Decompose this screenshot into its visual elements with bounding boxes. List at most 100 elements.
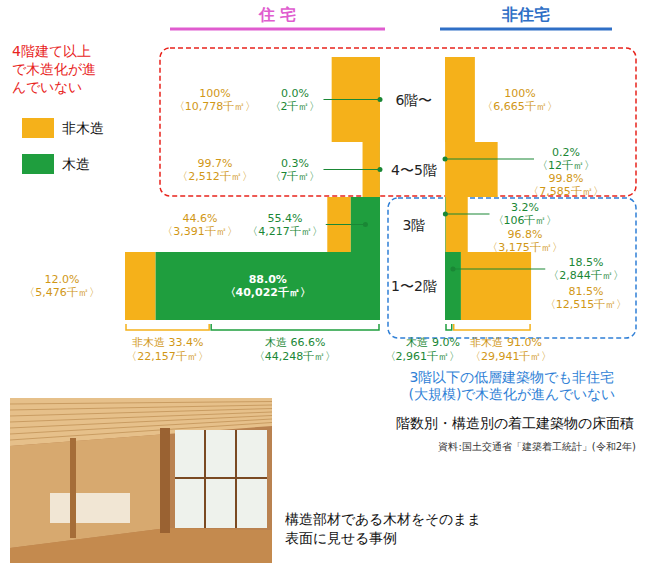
total-name: 木造: [265, 336, 287, 349]
data-label-text: 〈7千㎡〉: [270, 170, 321, 183]
leader-line: [445, 213, 489, 214]
data-label-text: 〈4,217千㎡〉: [247, 225, 323, 238]
data-label-text: 0.3%: [281, 157, 309, 170]
totals: 非木造33.4%〈22,157千㎡〉木造66.6%〈44,248千㎡〉木造9.0…: [126, 324, 553, 363]
photo-part: [175, 430, 267, 528]
data-label-text: 12.0%: [45, 273, 80, 286]
data-label: 3.2%〈106千㎡〉: [493, 201, 558, 227]
legend-swatch: [22, 118, 54, 138]
total-bracket: [211, 324, 379, 330]
total-area: 〈22,157千㎡〉: [126, 350, 209, 363]
data-label-text: 〈5,476千㎡〉: [24, 286, 100, 299]
total-name: 木造: [406, 336, 428, 349]
data-label-text: 〈40,022千㎡〉: [225, 286, 311, 299]
data-label-text: 〈3,175千㎡〉: [487, 241, 563, 254]
leader-line: [324, 169, 380, 170]
annotation-text: 3階以下の低層建築物でも非住宅: [410, 369, 615, 385]
annotation-boxes: [160, 48, 636, 338]
data-labels: 100%〈10,778千㎡〉 0.0%〈2千㎡〉 99.7%〈2,512千㎡〉 0.3…: [24, 87, 627, 312]
leader-line: [445, 158, 534, 159]
source: 資料:国土交通省「建築着工統計」(令和2年): [438, 441, 636, 452]
leader-dot: [450, 267, 455, 272]
data-label-text: 〈2千㎡〉: [270, 100, 321, 113]
total-area: 〈2,961千㎡〉: [385, 350, 461, 363]
total-share: 66.6%: [291, 336, 326, 349]
total-label: 非木造 33.4%: [132, 336, 204, 349]
bar-segment: [445, 252, 461, 320]
data-label: 100%〈6,665千㎡〉: [482, 87, 558, 113]
bar-segment: [156, 252, 380, 320]
total-label: 木造 66.6%: [265, 336, 326, 349]
panel-titles: 住 宅非住宅: [170, 5, 612, 29]
legend-swatch: [22, 154, 54, 174]
total-name: 非木造: [132, 336, 165, 349]
legend-label: 非木造: [62, 120, 104, 136]
total-bracket: [446, 324, 452, 330]
leader-line: [324, 99, 381, 100]
data-label-text: 99.8%: [549, 172, 584, 185]
floor-label: 4〜5階: [391, 162, 437, 178]
chart: 100%〈10,778千㎡〉 0.0%〈2千㎡〉 99.7%〈2,512千㎡〉 0.3…: [0, 0, 651, 574]
data-label-text: 18.5%: [569, 256, 604, 269]
caption: 構造部材である木材をそのまま表面に見せる事例: [285, 511, 481, 546]
data-label: 18.5%〈2,844千㎡〉: [548, 256, 624, 282]
data-label: 96.8%〈3,175千㎡〉: [487, 228, 563, 254]
caption-text: 構造部材である木材をそのまま: [285, 511, 481, 527]
total-share: 33.4%: [169, 336, 204, 349]
caption-text: 表面に見せる事例: [285, 530, 397, 546]
bar-segment: [446, 197, 468, 252]
data-label-text: 3.2%: [511, 201, 539, 214]
annotation-text: (大規模)で木造化が進んでいない: [409, 386, 616, 402]
data-label-text: 99.7%: [198, 157, 233, 170]
panel-title-rule: [440, 28, 612, 31]
photo-part: [10, 409, 272, 417]
data-label: 100%〈10,778千㎡〉: [174, 87, 257, 113]
total-bracket: [454, 324, 530, 330]
photo-part: [10, 528, 272, 563]
photo-part: [10, 398, 272, 563]
data-label-text: 55.4%: [268, 212, 303, 225]
bar-segment: [445, 57, 475, 142]
total-area: 〈29,941千㎡〉: [470, 350, 553, 363]
leader-line: [453, 268, 545, 269]
data-label: 44.6%〈3,391千㎡〉: [162, 212, 238, 238]
bar-segment: [461, 252, 531, 320]
annotation-box: [388, 198, 636, 338]
data-label-text: 〈106千㎡〉: [493, 214, 558, 227]
data-label-text: 0.0%: [281, 87, 309, 100]
photo-part: [70, 438, 76, 538]
data-label: 0.3%〈7千㎡〉: [270, 157, 321, 183]
data-label-text: 〈12千㎡〉: [537, 159, 595, 172]
photo-part: [10, 402, 272, 405]
total-bracket: [126, 324, 209, 330]
data-label: 88.0%〈40,022千㎡〉: [225, 273, 311, 299]
data-label-text: 100%: [199, 87, 230, 100]
data-label: 55.4%〈4,217千㎡〉: [247, 212, 323, 238]
photo-part: [160, 428, 170, 533]
leader-dot: [443, 157, 448, 162]
leader-line: [326, 224, 366, 225]
photo: [10, 398, 272, 563]
data-label-text: 0.2%: [552, 146, 580, 159]
total-label: 木造9.0%: [406, 336, 460, 349]
data-label: 99.7%〈2,512千㎡〉: [177, 157, 253, 183]
total-name: 非木造: [470, 336, 503, 349]
floor-label: 3階: [403, 217, 426, 233]
data-label-text: 44.6%: [183, 212, 218, 225]
leader-dot: [377, 167, 382, 172]
leader-dot: [363, 222, 368, 227]
data-label-text: 〈10,778千㎡〉: [174, 100, 257, 113]
annotation-text: で木造化が進: [12, 61, 96, 77]
panel-title: 非住宅: [501, 5, 550, 24]
chart-title: 階数別・構造別の着工建築物の床面積: [396, 415, 634, 431]
data-label: 81.5%〈12,515千㎡〉: [545, 285, 628, 311]
legend-label: 木造: [62, 156, 90, 172]
bars: [125, 57, 531, 320]
floor-label: 6階〜: [396, 92, 433, 108]
data-label-text: 88.0%: [249, 273, 287, 286]
floor-labels: 6階〜4〜5階3階1〜2階: [391, 92, 437, 295]
data-label: 99.8%〈7,585千㎡〉: [528, 172, 604, 198]
data-label: 0.0%〈2千㎡〉: [270, 87, 321, 113]
data-label-text: 〈2,512千㎡〉: [177, 170, 253, 183]
data-label-text: 〈2,844千㎡〉: [548, 269, 624, 282]
